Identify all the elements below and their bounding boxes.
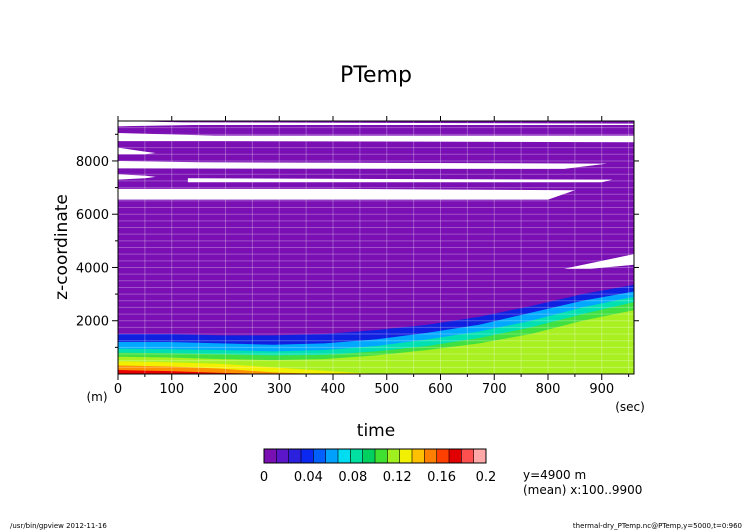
x-tick-label: 200	[213, 382, 238, 397]
x-axis: 0 100 200 300 400 500 600 700 800 900	[114, 116, 630, 397]
footer-right: thermal-dry_PTemp.nc@PTemp,y=5000,t=0:96…	[573, 522, 742, 530]
y-axis-label: z-coordinate	[52, 194, 72, 300]
undefined-region-5	[118, 174, 156, 180]
colorbar-swatch	[412, 449, 425, 463]
colorbar-swatch	[301, 449, 314, 463]
colorbar-swatch	[288, 449, 302, 463]
colorbar-tick-label: 0.08	[338, 470, 367, 485]
colorbar-swatch	[424, 449, 437, 463]
grid-lines	[118, 121, 634, 374]
colorbar	[263, 448, 487, 464]
colorbar-swatch	[325, 449, 339, 463]
colorbar-swatch	[264, 449, 277, 463]
undefined-region-1	[118, 121, 634, 127]
colorbar-swatch	[399, 449, 413, 463]
x-tick-label: 100	[159, 382, 184, 397]
colorbar-swatch	[338, 449, 351, 463]
colorbar-frame	[263, 448, 487, 464]
y-tick-label: 6000	[76, 208, 109, 223]
colorbar-swatch	[313, 449, 326, 463]
colorbar-swatch	[375, 449, 388, 463]
colorbar-tick-label: 0.04	[294, 470, 323, 485]
colorbar-swatch	[473, 449, 487, 463]
x-tick-label: 900	[589, 382, 614, 397]
plot-frame	[117, 120, 635, 375]
x-tick-label: 300	[267, 382, 292, 397]
contour-band-5	[118, 310, 634, 374]
colorbar-swatch	[436, 449, 450, 463]
colorbar-swatch	[350, 449, 363, 463]
y-axis-unit: (m)	[86, 390, 107, 404]
y-axis: 2000 4000 6000 8000	[76, 133, 639, 348]
colorbar-annotation-line1: y=4900 m	[523, 468, 586, 482]
colorbar-annotation-line2: (mean) x:100..9900	[523, 483, 642, 497]
undefined-region-3	[118, 147, 156, 155]
colorbar-swatch	[449, 449, 462, 463]
colorbar-swatch	[387, 449, 400, 463]
colorbar-tick-label: 0.2	[476, 470, 497, 485]
colorbar-swatch	[362, 449, 376, 463]
undefined-region-7	[118, 188, 575, 200]
x-tick-label: 800	[536, 382, 561, 397]
colorbar-tick-label: 0	[260, 470, 268, 485]
colorbar-tick-label: 0.12	[383, 470, 412, 485]
y-tick-label: 8000	[76, 155, 109, 170]
x-axis-label: time	[357, 421, 395, 441]
footer-left: /usr/bin/gpview 2012-11-16	[10, 522, 107, 530]
colorbar-tick-labels: 0 0.04 0.08 0.12 0.16 0.2	[260, 470, 496, 485]
x-tick-label: 700	[482, 382, 507, 397]
contour-plot-area	[118, 121, 634, 374]
x-tick-label: 500	[374, 382, 399, 397]
colorbar-tick-label: 0.16	[427, 470, 456, 485]
undefined-region-2	[118, 132, 634, 143]
x-axis-unit: (sec)	[615, 400, 645, 414]
undefined-region-8	[564, 254, 634, 269]
chart-title: PTemp	[340, 63, 412, 88]
x-tick-label: 0	[114, 382, 122, 397]
y-tick-label: 4000	[76, 261, 109, 276]
colorbar-swatch	[461, 449, 474, 463]
undefined-region-4	[118, 160, 608, 169]
colorbar-swatch	[276, 449, 289, 463]
contour-band-7	[118, 365, 634, 374]
undefined-region-6	[187, 178, 613, 183]
x-tick-label: 400	[321, 382, 346, 397]
x-tick-label: 600	[428, 382, 453, 397]
y-tick-label: 2000	[76, 315, 109, 330]
